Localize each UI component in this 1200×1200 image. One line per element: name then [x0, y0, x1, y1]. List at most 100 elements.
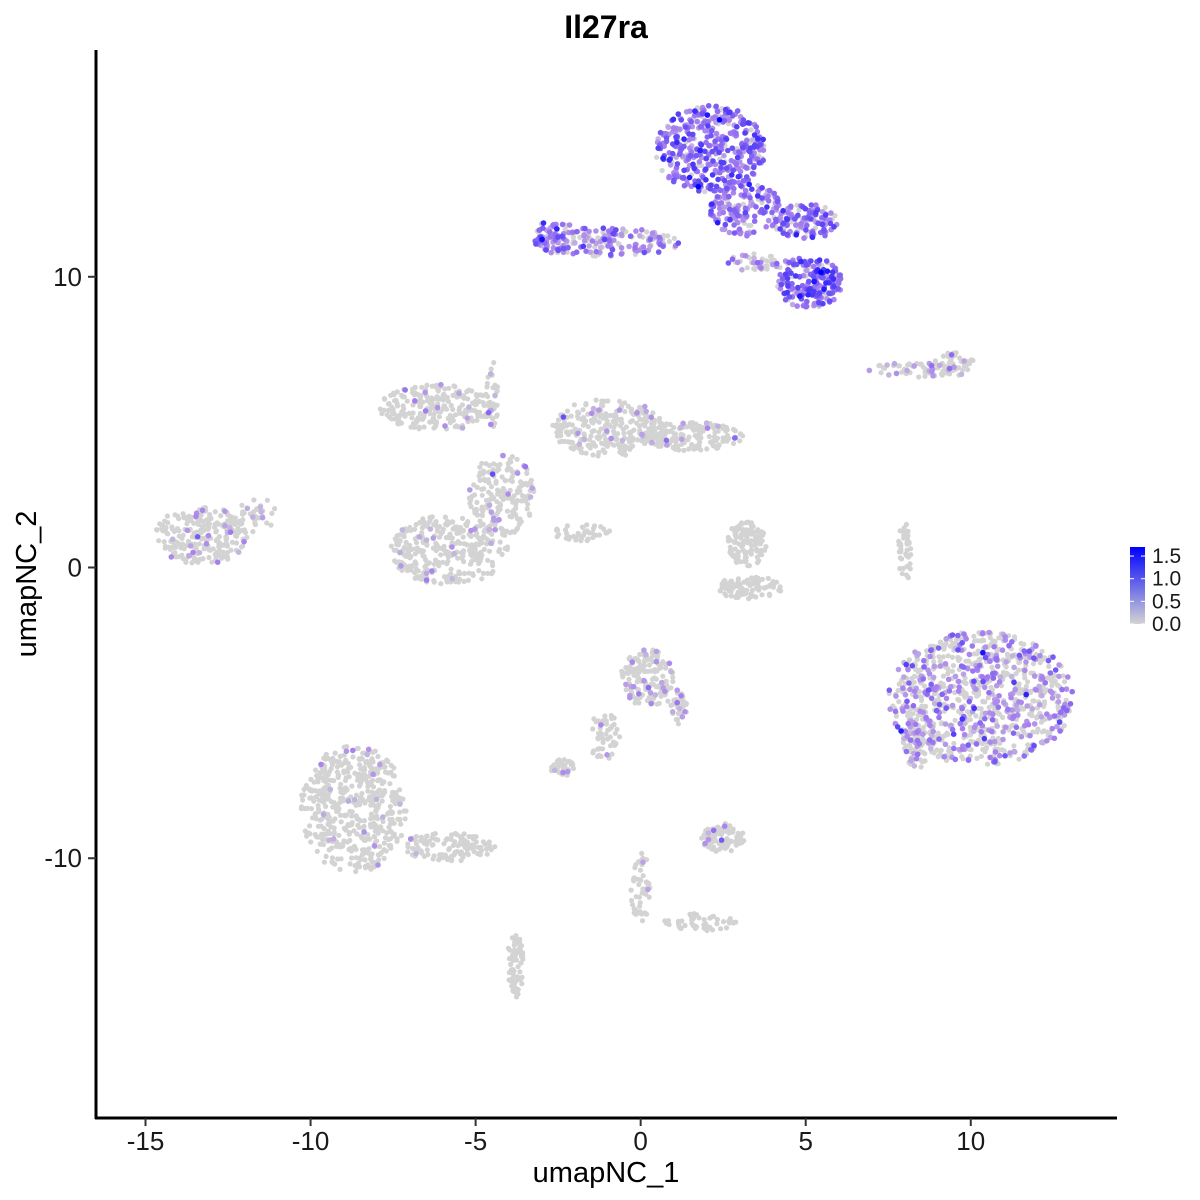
cell-point [469, 558, 475, 564]
cell-point [744, 577, 751, 583]
cell-point-expressed [716, 205, 723, 212]
cell-point [481, 486, 487, 492]
cell-point-expressed [979, 630, 986, 637]
cell-point [394, 389, 400, 395]
cell-point [345, 822, 351, 828]
cell-point [304, 833, 310, 839]
cell-point [734, 839, 741, 845]
cell-point [673, 716, 679, 723]
cell-point [621, 430, 627, 436]
cell-point-expressed [710, 158, 716, 164]
cell-point [593, 397, 599, 403]
cell-point [635, 859, 642, 865]
cell-point [660, 232, 667, 239]
cell-point [1052, 673, 1058, 679]
cell-point-expressed [566, 222, 573, 228]
cell-point-expressed [718, 164, 724, 171]
cell-point-expressed [714, 108, 721, 115]
cell-point-expressed [686, 137, 692, 143]
cell-point-expressed [1038, 739, 1045, 746]
cell-point [478, 549, 484, 555]
cell-point-expressed [760, 157, 766, 164]
cell-point-expressed [943, 705, 949, 711]
cell-point [353, 846, 359, 853]
cell-point-expressed [1057, 728, 1063, 734]
cell-point-expressed [572, 240, 578, 246]
cell-point [413, 833, 419, 840]
cell-point [514, 992, 520, 998]
cell-point-expressed [666, 660, 673, 667]
cell-point [745, 540, 751, 546]
cell-point [598, 426, 604, 432]
cell-point [1052, 678, 1058, 684]
cell-point [490, 568, 496, 575]
cell-point [634, 679, 640, 685]
cell-point [600, 736, 606, 742]
cell-point-expressed [960, 671, 967, 677]
cell-point-expressed [726, 193, 732, 200]
cell-point-expressed [790, 261, 797, 268]
cell-point-expressed [930, 674, 937, 681]
cell-point [376, 857, 382, 863]
cell-point-expressed [1031, 742, 1037, 749]
cell-point [615, 441, 621, 447]
cell-point [253, 507, 260, 513]
cell-point [997, 740, 1003, 746]
cell-point [737, 559, 744, 565]
cell-point [445, 398, 451, 404]
cell-point-expressed [756, 160, 762, 166]
cell-point-expressed [1067, 701, 1074, 707]
cell-point-expressed [559, 233, 565, 239]
cell-point [630, 902, 636, 908]
cell-point [917, 694, 924, 700]
cell-point [727, 544, 733, 550]
cell-point-expressed [706, 162, 712, 168]
cell-point-expressed [645, 886, 651, 893]
cell-point [326, 847, 332, 853]
cell-point [945, 671, 951, 677]
cell-point [759, 592, 765, 598]
cell-point [394, 533, 400, 539]
cell-point [568, 445, 574, 451]
cell-point [967, 717, 973, 723]
cell-point [673, 439, 679, 445]
cell-point [725, 538, 732, 544]
cell-point [207, 547, 213, 553]
cell-point [368, 781, 374, 788]
cell-point-expressed [991, 644, 997, 650]
cell-point [557, 429, 564, 435]
cell-point-expressed [586, 243, 592, 249]
cell-point [416, 424, 422, 430]
cell-point [916, 374, 922, 380]
cell-point [985, 695, 991, 701]
cell-point-expressed [678, 117, 685, 123]
cell-point [968, 738, 974, 744]
cell-point-expressed [902, 728, 909, 734]
cell-point [480, 570, 486, 577]
cell-point-expressed [423, 537, 430, 543]
cell-point-expressed [751, 164, 757, 171]
cell-point [358, 755, 364, 761]
cell-point [654, 154, 660, 160]
cell-point-expressed [641, 677, 647, 684]
cell-point-expressed [169, 536, 176, 542]
cell-point [904, 553, 910, 559]
cell-point-expressed [438, 381, 444, 388]
cell-point [430, 842, 436, 848]
cell-point [315, 823, 322, 829]
cell-point [719, 842, 725, 848]
cell-point [474, 417, 480, 423]
cell-point-expressed [743, 164, 749, 171]
cell-point [571, 402, 578, 408]
cell-point-expressed [994, 657, 1000, 663]
cell-point-expressed [835, 280, 842, 287]
cell-point [1038, 719, 1044, 725]
cell-point [571, 533, 577, 539]
cell-point [642, 658, 649, 664]
cell-point [318, 774, 324, 780]
cell-point-expressed [986, 629, 992, 636]
cell-point [1025, 742, 1031, 748]
cell-point [448, 566, 454, 572]
cell-point-expressed [459, 425, 466, 431]
cell-point-expressed [643, 651, 649, 658]
